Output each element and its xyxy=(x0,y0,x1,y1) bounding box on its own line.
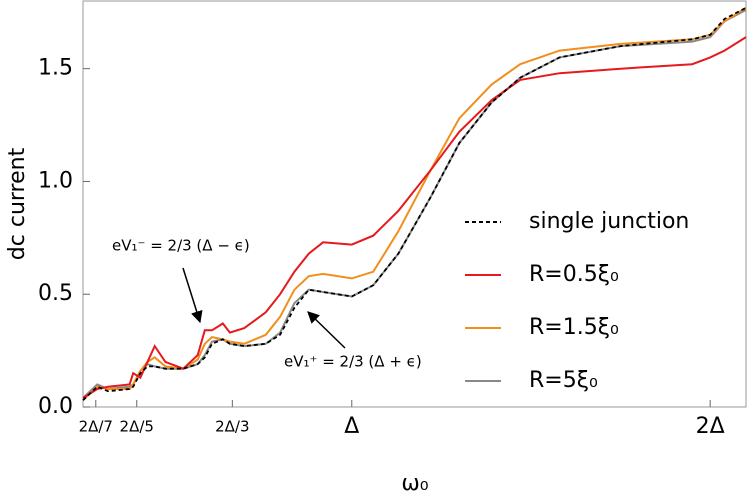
y-tick-label: 0.0 xyxy=(38,394,73,419)
legend-label: R=1.5ξ₀ xyxy=(529,315,619,340)
series-line xyxy=(82,7,747,401)
annotation: eV₁⁺ = 2/3 (Δ + ϵ) xyxy=(284,353,422,371)
annotation-arrow xyxy=(307,311,346,349)
y-tick-label: 1.5 xyxy=(38,56,73,81)
legend-label: R=5ξ₀ xyxy=(529,368,598,393)
annotation-arrow xyxy=(182,267,203,324)
x-tick-label: 2Δ xyxy=(696,414,725,439)
x-tick-label: Δ xyxy=(344,414,359,439)
legend-label: single junction xyxy=(529,209,689,234)
x-tick-label: 2Δ/7 xyxy=(79,418,113,436)
y-axis-label: dc current xyxy=(5,147,30,260)
series-line xyxy=(82,9,747,399)
x-tick-label: 2Δ/3 xyxy=(215,418,249,436)
series-line xyxy=(82,6,747,401)
x-tick-label: 2Δ/5 xyxy=(120,418,154,436)
y-tick-label: 0.5 xyxy=(38,281,73,306)
legend-label: R=0.5ξ₀ xyxy=(529,262,619,287)
y-tick-label: 1.0 xyxy=(38,168,73,193)
annotation: eV₁⁻ = 2/3 (Δ − ϵ) xyxy=(112,237,250,255)
plot-frame xyxy=(82,0,747,408)
x-axis-label: ω₀ xyxy=(401,471,428,496)
